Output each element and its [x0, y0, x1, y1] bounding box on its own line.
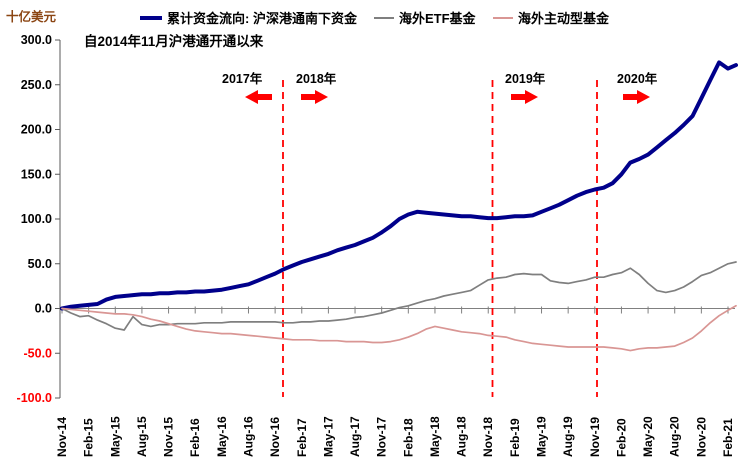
year-label-2018: 2018年	[296, 72, 337, 86]
series-line-2	[61, 304, 737, 352]
legend-label-southbound: 累计资金流向: 沪深港通南下资金	[167, 11, 357, 26]
chart-note: 自2014年11月沪港通开通以来	[84, 34, 264, 49]
x-tick-label: Nov-17	[375, 417, 389, 457]
legend-item-overseas-active: 海外主动型基金	[493, 8, 609, 27]
x-tick-label: May-19	[535, 416, 549, 457]
x-tick-label: May-15	[108, 416, 122, 457]
x-tick-label: Feb-16	[188, 418, 202, 457]
legend-item-southbound: 累计资金流向: 沪深港通南下资金	[140, 8, 357, 27]
x-tick-label: Nov-14	[55, 417, 69, 457]
y-tick-label: -100.0	[17, 391, 52, 405]
x-tick-label: Aug-18	[455, 416, 469, 457]
series-line-0	[60, 60, 738, 311]
x-tick-label: Nov-20	[694, 417, 708, 457]
y-tick-label: 300.0	[21, 33, 52, 47]
x-tick-label: Nov-16	[268, 417, 282, 457]
x-tick-label: Feb-18	[401, 418, 415, 457]
x-tick-label: Aug-15	[135, 416, 149, 457]
x-tick-label: Nov-18	[481, 417, 495, 457]
legend-swatch-overseas-active	[493, 16, 513, 19]
y-tick-label: 150.0	[21, 167, 52, 181]
y-tick-label: 200.0	[21, 123, 52, 137]
right-arrow-icon	[623, 90, 650, 104]
x-tick-label: Feb-21	[721, 418, 735, 457]
legend-item-overseas-etf: 海外ETF基金	[374, 8, 476, 27]
x-tick-label: Feb-17	[295, 418, 309, 457]
series-line-1	[61, 261, 737, 331]
right-arrow-icon	[511, 90, 538, 104]
y-tick-label: 50.0	[28, 257, 52, 271]
y-tick-label: 250.0	[21, 78, 52, 92]
x-tick-label: May-18	[428, 416, 442, 457]
legend-label-overseas-active: 海外主动型基金	[518, 11, 610, 26]
x-tick-label: Aug-19	[561, 416, 575, 457]
y-tick-label: -50.0	[24, 346, 53, 360]
left-arrow-icon	[245, 90, 272, 104]
x-tick-label: Nov-15	[162, 417, 176, 457]
y-tick-label: 0.0	[35, 302, 52, 316]
year-label-2020: 2020年	[617, 72, 658, 86]
year-label-2017: 2017年	[222, 72, 263, 86]
legend-swatch-southbound	[140, 15, 162, 20]
legend-label-overseas-etf: 海外ETF基金	[399, 11, 476, 26]
x-tick-label: Feb-19	[508, 418, 522, 457]
y-axis-unit-label: 十亿美元	[6, 10, 57, 24]
x-tick-label: May-20	[641, 416, 655, 457]
x-tick-label: May-16	[215, 416, 229, 457]
x-tick-label: Feb-15	[82, 418, 96, 457]
x-tick-label: Aug-17	[348, 416, 362, 457]
x-tick-label: Nov-19	[588, 417, 602, 457]
x-tick-label: Feb-20	[614, 418, 628, 457]
x-tick-label: Aug-16	[241, 416, 255, 457]
x-tick-label: Aug-20	[668, 416, 682, 457]
x-tick-label: May-17	[321, 416, 335, 457]
year-label-2019: 2019年	[505, 72, 546, 86]
y-tick-label: 100.0	[21, 212, 52, 226]
right-arrow-icon	[301, 90, 328, 104]
legend-swatch-overseas-etf	[374, 16, 394, 19]
